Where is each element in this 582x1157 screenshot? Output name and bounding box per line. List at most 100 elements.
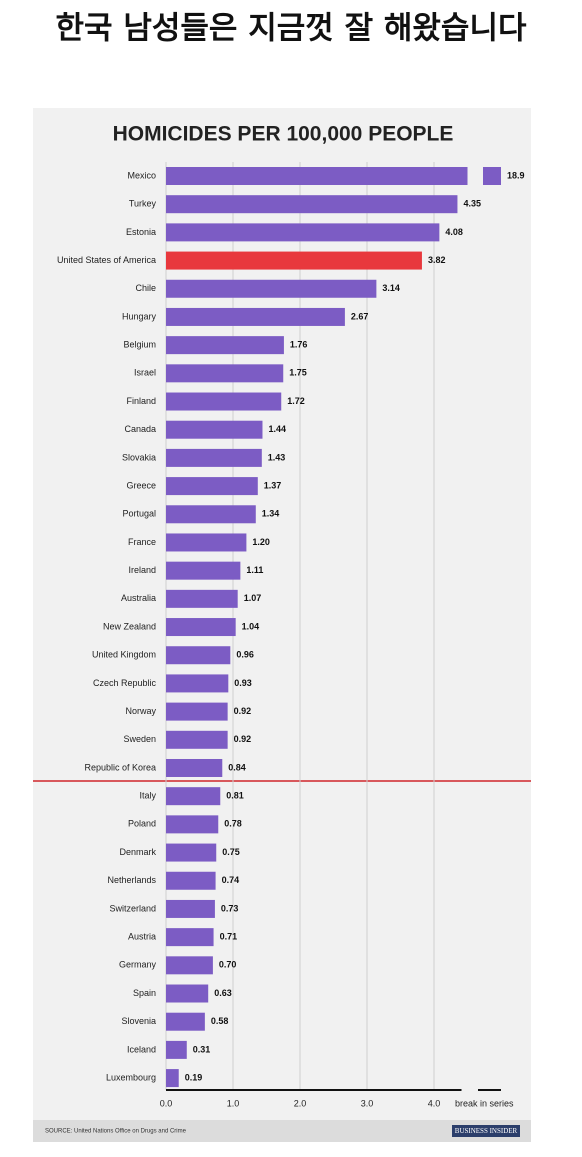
value-label: 1.44: [268, 424, 286, 434]
bar: [166, 984, 209, 1003]
category-label: Norway: [125, 706, 156, 716]
value-label: 0.75: [222, 847, 240, 857]
value-label: 0.73: [221, 903, 239, 913]
category-label: Netherlands: [107, 875, 156, 885]
category-label: Hungary: [122, 311, 157, 321]
category-label: Poland: [128, 819, 156, 829]
value-label: 18.9: [507, 170, 525, 180]
page-header: 한국 남성들은 지금껏 잘 해왔습니다: [56, 11, 527, 47]
x-tick-label: 2.0: [294, 1098, 307, 1108]
value-label: 1.37: [264, 480, 282, 490]
category-label: Ireland: [128, 565, 156, 575]
value-label: 0.93: [234, 678, 252, 688]
category-label: Switzerland: [109, 903, 156, 913]
value-label: 0.19: [185, 1072, 203, 1082]
value-label: 0.92: [234, 706, 252, 716]
bar: [166, 956, 213, 975]
bar: [166, 815, 219, 834]
value-label: 0.70: [219, 960, 237, 970]
bar: [166, 195, 458, 214]
category-label: Israel: [134, 368, 156, 378]
category-label: Austria: [128, 932, 156, 942]
bar: [166, 223, 440, 242]
source: SOURCE: United Nations Office on Drugs a…: [45, 1129, 187, 1135]
bar: [166, 307, 345, 326]
bar: [166, 928, 214, 947]
bar: [166, 1012, 205, 1031]
category-label: France: [128, 537, 156, 547]
category-label: Belgium: [123, 340, 156, 350]
category-label: Slovakia: [122, 452, 156, 462]
chart-title: HOMICIDES PER 100,000 PEOPLE: [113, 123, 454, 146]
bar: [166, 477, 258, 496]
value-label: 0.84: [228, 762, 246, 772]
category-label: Sweden: [123, 734, 156, 744]
bar: [166, 420, 263, 439]
bar: [166, 871, 216, 890]
value-label: 0.81: [226, 791, 244, 801]
bar: [166, 336, 284, 355]
category-label: New Zealand: [103, 621, 156, 631]
bar: [166, 730, 228, 749]
category-label: Denmark: [119, 847, 156, 857]
bar-break-stub: [483, 167, 501, 185]
value-label: 1.20: [252, 537, 270, 547]
x-tick-label: 0.0: [160, 1098, 173, 1108]
brand: BUSINESS INSIDER: [455, 1127, 518, 1135]
value-label: 1.34: [262, 509, 280, 519]
value-label: 0.96: [236, 650, 254, 660]
category-label: Slovenia: [121, 1016, 156, 1026]
value-label: 0.74: [222, 875, 240, 885]
bar: [166, 448, 262, 467]
value-label: 4.08: [445, 227, 463, 237]
bar: [166, 646, 231, 665]
value-label: 0.58: [211, 1016, 229, 1026]
category-label: Czech Republic: [93, 678, 157, 688]
bar: [166, 589, 238, 608]
bar: [166, 1040, 187, 1059]
value-label: 1.75: [289, 368, 307, 378]
bar: [166, 505, 256, 524]
category-label: Mexico: [127, 170, 156, 180]
value-label: 3.82: [428, 255, 446, 265]
x-tick-label: 1.0: [227, 1098, 240, 1108]
category-label: Portugal: [122, 509, 156, 519]
category-label: Iceland: [127, 1044, 156, 1054]
bar: [166, 618, 236, 637]
value-label: 0.78: [224, 819, 242, 829]
value-label: 1.04: [242, 621, 260, 631]
footer-bar: [33, 1120, 531, 1142]
category-label: United States of America: [57, 255, 156, 265]
category-label: Spain: [133, 988, 156, 998]
bar: [166, 787, 221, 806]
value-label: 0.31: [193, 1044, 211, 1054]
bar: [166, 758, 223, 777]
category-label: Canada: [124, 424, 156, 434]
bar: [166, 251, 422, 270]
category-label: Estonia: [126, 227, 156, 237]
bar: [166, 674, 229, 693]
bar: [166, 1069, 179, 1088]
value-label: 3.14: [382, 283, 400, 293]
category-label: Germany: [119, 960, 157, 970]
category-label: United Kingdom: [92, 650, 156, 660]
bar: [166, 167, 468, 185]
x-tick-label: 4.0: [428, 1098, 441, 1108]
value-label: 0.92: [234, 734, 252, 744]
bar: [166, 279, 377, 298]
brand-box: [452, 1125, 520, 1137]
value-label: 0.63: [214, 988, 232, 998]
break-label: break in series: [455, 1098, 514, 1108]
value-label: 1.11: [246, 565, 263, 575]
category-label: Greece: [126, 480, 156, 490]
category-label: Chile: [135, 283, 156, 293]
category-label: Turkey: [129, 199, 157, 209]
category-label: Australia: [121, 593, 156, 603]
bar: [166, 533, 247, 552]
category-label: Luxembourg: [106, 1072, 156, 1082]
value-label: 1.72: [287, 396, 305, 406]
x-tick-label: 3.0: [361, 1098, 374, 1108]
value-label: 0.71: [220, 932, 238, 942]
